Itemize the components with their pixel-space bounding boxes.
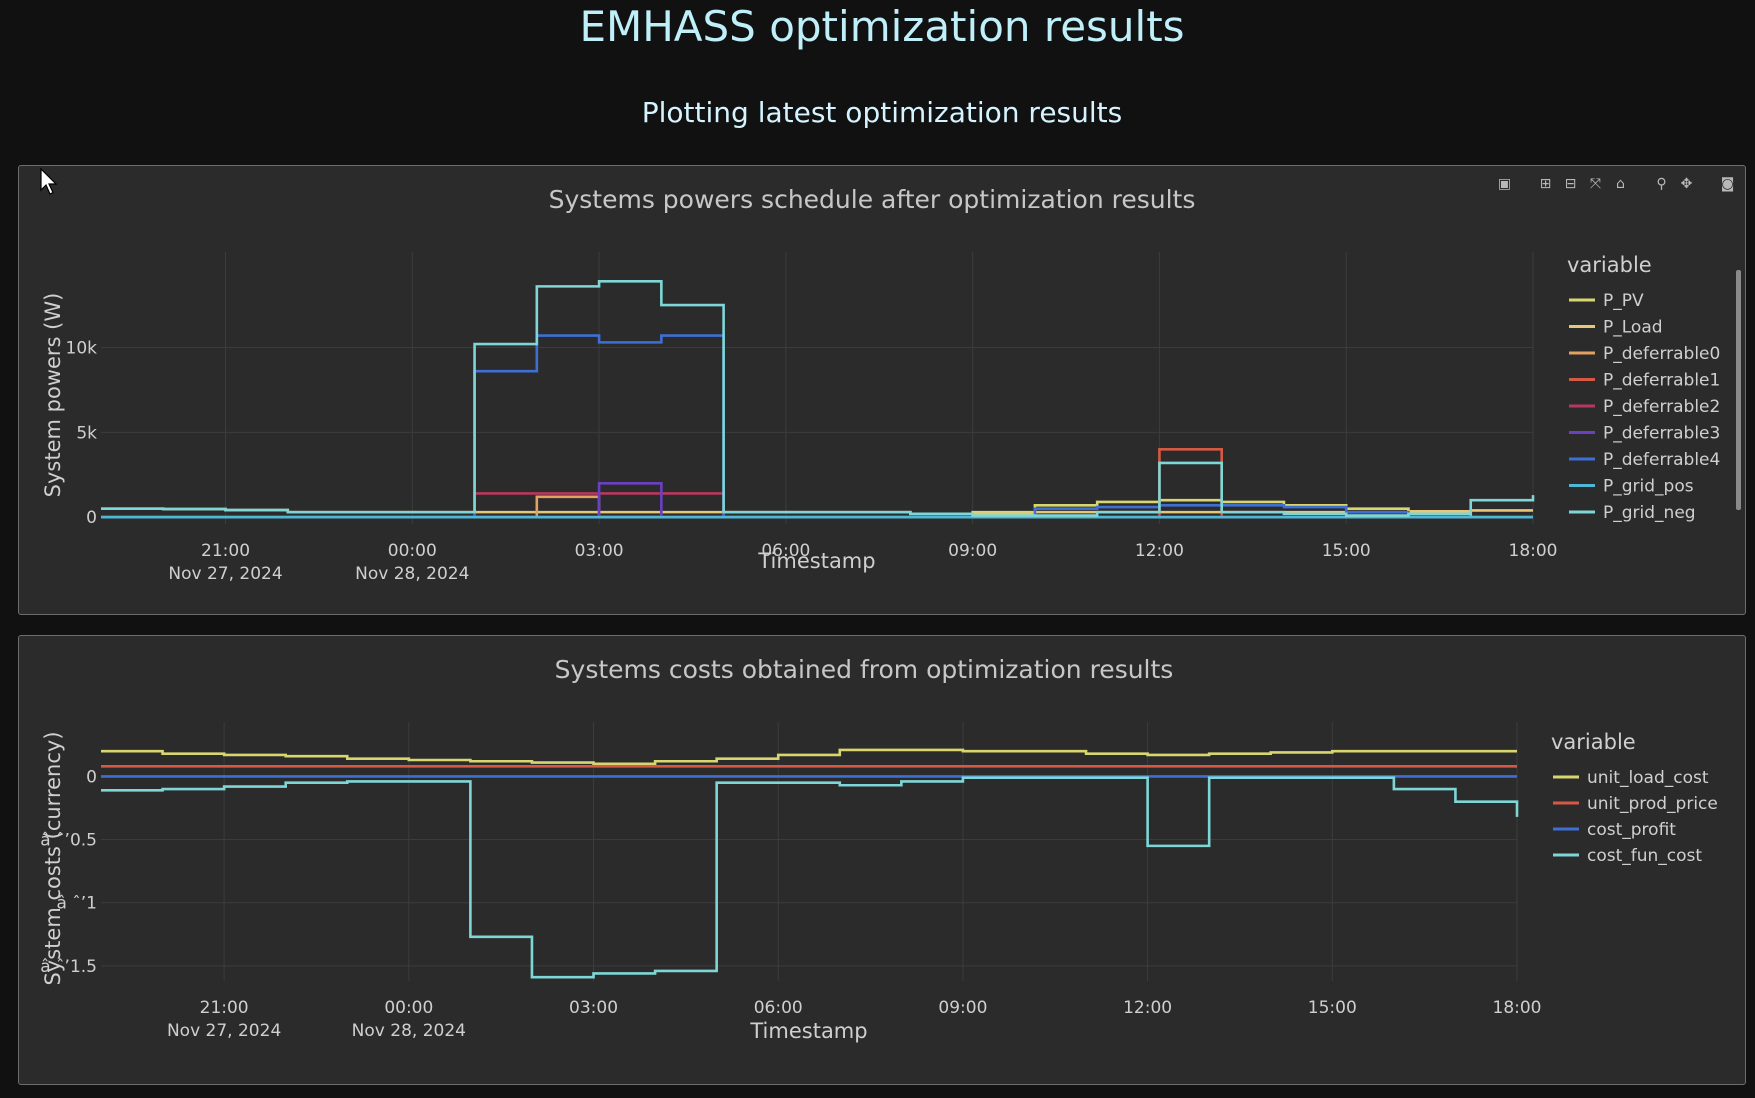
x-tick-label: 18:00	[1509, 541, 1558, 561]
legend-item-P_deferrable2[interactable]: P_deferrable2	[1603, 397, 1720, 417]
legend-title: variable	[1551, 730, 1636, 754]
x-tick-label: 03:00	[575, 541, 624, 561]
x-tick-label: 00:00	[388, 541, 437, 561]
powers-chart[interactable]: Systems powers schedule after optimizati…	[19, 166, 1745, 614]
legend-item-P_deferrable1[interactable]: P_deferrable1	[1603, 371, 1720, 391]
chart-title: Systems costs obtained from optimization…	[555, 655, 1174, 684]
legend-item-unit_load_cost[interactable]: unit_load_cost	[1587, 768, 1709, 788]
x-tick-sublabel: Nov 27, 2024	[167, 1021, 281, 1041]
y-axis-title: System costs (currency)	[41, 731, 65, 985]
legend-item-cost_profit[interactable]: cost_profit	[1587, 820, 1676, 840]
y-tick-label: 0	[86, 508, 97, 528]
x-tick-label: 09:00	[938, 998, 987, 1018]
reset-axes-icon[interactable]: ⌂	[1616, 176, 1625, 192]
costs-chart-panel[interactable]: Systems costs obtained from optimization…	[18, 635, 1746, 1085]
y-tick-label: â ˆ’0.5	[40, 831, 97, 851]
x-tick-sublabel: Nov 28, 2024	[355, 564, 469, 584]
plotly-logo-icon[interactable]: ▣	[1497, 176, 1512, 192]
legend-item-P_grid_neg[interactable]: P_grid_neg	[1603, 503, 1696, 523]
y-tick-label: â ˆ’1	[56, 894, 97, 914]
x-tick-label: 18:00	[1493, 998, 1542, 1018]
x-axis-title: Timestamp	[749, 1019, 867, 1043]
legend-item-P_PV[interactable]: P_PV	[1603, 291, 1644, 311]
x-tick-sublabel: Nov 28, 2024	[352, 1021, 466, 1041]
legend-title: variable	[1567, 253, 1652, 277]
page-title: EMHASS optimization results	[579, 2, 1185, 51]
legend-item-P_deferrable0[interactable]: P_deferrable0	[1603, 344, 1720, 364]
legend-item-P_Load[interactable]: P_Load	[1603, 318, 1663, 338]
zoom-in-icon[interactable]: ⊞	[1539, 176, 1552, 192]
x-tick-label: 03:00	[569, 998, 618, 1018]
series-line-cost_fun_cost[interactable]	[101, 776, 1519, 979]
legend-item-P_deferrable4[interactable]: P_deferrable4	[1603, 450, 1720, 470]
pan-icon[interactable]: ✥	[1680, 176, 1693, 192]
x-tick-label: 21:00	[201, 541, 250, 561]
series-line-P_grid_neg[interactable]	[101, 279, 1535, 517]
y-tick-label: 10k	[66, 338, 98, 358]
autoscale-icon[interactable]: ⤧	[1589, 176, 1602, 192]
page-subtitle: Plotting latest optimization results	[641, 96, 1123, 129]
x-tick-label: 06:00	[761, 541, 810, 561]
legend-item-P_grid_pos[interactable]: P_grid_pos	[1603, 477, 1694, 497]
zoom-icon[interactable]: ⚲	[1656, 176, 1667, 192]
legend-item-cost_fun_cost[interactable]: cost_fun_cost	[1587, 846, 1702, 866]
legend-item-P_deferrable3[interactable]: P_deferrable3	[1603, 424, 1720, 444]
legend-scrollbar[interactable]	[1736, 270, 1741, 510]
camera-icon[interactable]: ◙	[1720, 176, 1735, 192]
chart-title: Systems powers schedule after optimizati…	[549, 185, 1196, 214]
x-tick-label: 21:00	[200, 998, 249, 1018]
x-tick-label: 00:00	[384, 998, 433, 1018]
x-tick-label: 15:00	[1322, 541, 1371, 561]
x-axis-title: Timestamp	[757, 549, 875, 573]
y-axis-title: System powers (W)	[41, 293, 65, 498]
series-line-P_deferrable4[interactable]	[101, 334, 1533, 519]
x-tick-sublabel: Nov 27, 2024	[168, 564, 282, 584]
series-line-unit_load_cost[interactable]	[101, 748, 1517, 766]
y-tick-label: 5k	[76, 423, 97, 443]
x-tick-label: 12:00	[1123, 998, 1172, 1018]
mouse-cursor-icon	[40, 168, 58, 195]
chart-modebar: ▣ ⊞ ⊟ ⤧ ⌂ ⚲ ✥ ◙	[1495, 175, 1737, 194]
y-tick-label: â ˆ’1.5	[40, 957, 97, 977]
x-tick-label: 09:00	[948, 541, 997, 561]
costs-chart[interactable]: Systems costs obtained from optimization…	[19, 636, 1745, 1084]
legend-item-unit_prod_price[interactable]: unit_prod_price	[1587, 794, 1718, 814]
zoom-out-icon[interactable]: ⊟	[1564, 176, 1577, 192]
x-tick-label: 15:00	[1308, 998, 1357, 1018]
y-tick-label: 0	[86, 767, 97, 787]
x-tick-label: 06:00	[754, 998, 803, 1018]
x-tick-label: 12:00	[1135, 541, 1184, 561]
powers-chart-panel[interactable]: Systems powers schedule after optimizati…	[18, 165, 1746, 615]
